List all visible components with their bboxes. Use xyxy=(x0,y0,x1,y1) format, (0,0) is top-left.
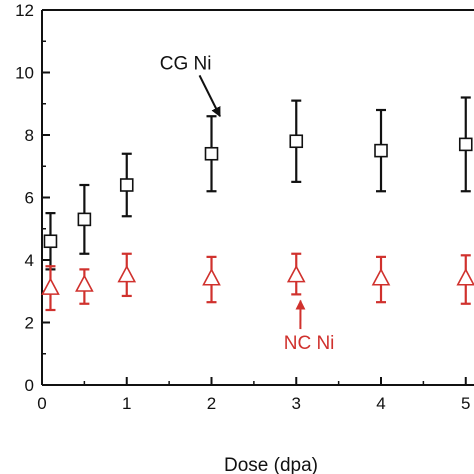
data-point-square xyxy=(289,134,304,149)
x-tick-label: 0 xyxy=(37,394,46,413)
data-point-square xyxy=(43,234,58,249)
series-cg-ni xyxy=(43,96,473,271)
data-point-triangle xyxy=(41,277,60,295)
data-point-triangle xyxy=(117,264,137,283)
annotation-arrow xyxy=(198,74,221,118)
x-tick-label: 4 xyxy=(376,394,385,413)
y-tick-label: 2 xyxy=(25,314,34,333)
data-point-square xyxy=(374,143,388,158)
series-layer xyxy=(41,96,474,312)
x-tick-label: 3 xyxy=(292,394,301,413)
y-tick-label: 6 xyxy=(25,189,34,208)
data-point-triangle xyxy=(202,268,221,286)
y-tick-label: 0 xyxy=(25,376,34,395)
annotations: CG Ni NC Ni xyxy=(160,53,335,354)
data-point-triangle xyxy=(371,268,391,286)
y-tick-label: 10 xyxy=(15,64,34,83)
x-axis-ticks: 0 1 2 3 4 5 xyxy=(37,377,470,413)
annotation-label: NC Ni xyxy=(284,333,335,354)
data-point-square xyxy=(119,178,134,192)
data-point-square xyxy=(458,137,473,152)
series-nc-ni xyxy=(41,252,474,312)
data-point-triangle xyxy=(456,268,474,286)
data-point-square xyxy=(77,212,92,227)
annotation-label: CG Ni xyxy=(160,53,212,74)
x-tick-label: 5 xyxy=(461,394,470,413)
y-axis-ticks: 0 2 4 6 8 10 12 xyxy=(15,1,50,395)
plot-frame xyxy=(41,9,474,386)
data-point-square xyxy=(204,146,219,161)
data-point-triangle xyxy=(75,274,94,292)
data-point-triangle xyxy=(286,264,306,283)
x-tick-label: 1 xyxy=(122,394,131,413)
x-axis-label: Dose (dpa) xyxy=(224,455,318,474)
x-tick-label: 2 xyxy=(207,394,216,413)
y-tick-label: 4 xyxy=(25,251,34,270)
y-tick-label: 12 xyxy=(15,1,34,20)
y-tick-label: 8 xyxy=(25,126,34,145)
